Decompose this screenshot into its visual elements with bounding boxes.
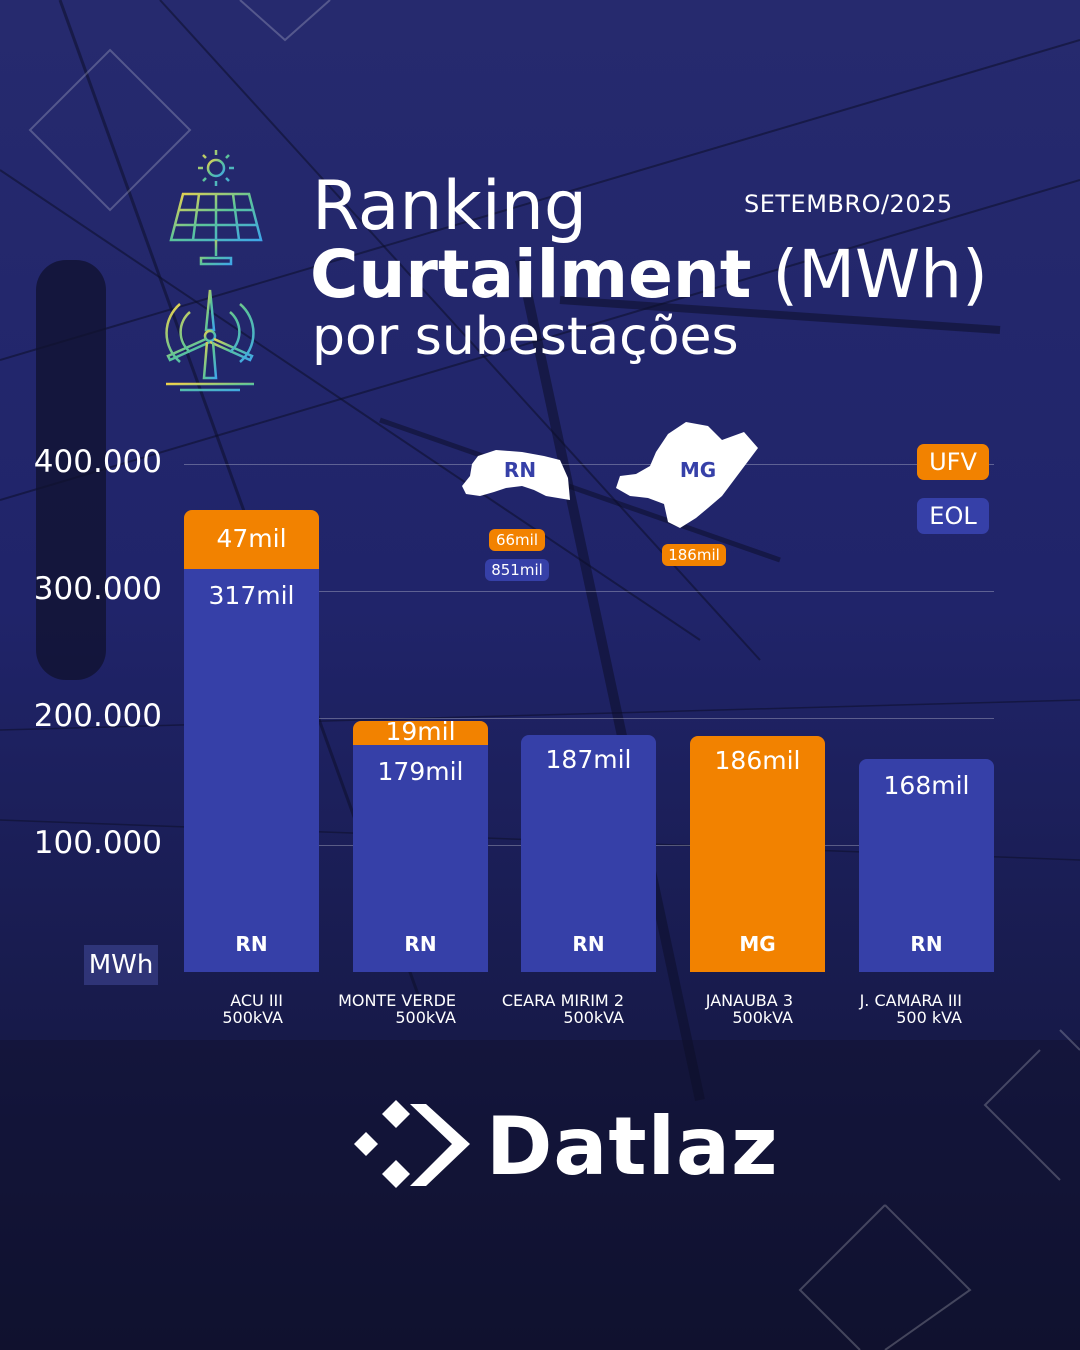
bar-segment-ufv: [353, 720, 488, 745]
x-category-label: ACU III 500kVA: [222, 992, 283, 1026]
x-category-label: JANAUBA 3 500kVA: [706, 992, 793, 1026]
bar-segment-eol: [353, 744, 488, 972]
rn-map-icon: [462, 450, 570, 500]
bar: 187mil RN: [521, 734, 656, 972]
legend-ufv-label: UFV: [929, 448, 977, 476]
x-category-capacity: 500kVA: [563, 1008, 624, 1027]
bar: 186mil MG: [690, 735, 825, 972]
bar-state-label: RN: [404, 931, 437, 956]
bar-segment-eol: [859, 758, 994, 972]
x-category-name: JANAUBA 3: [705, 991, 793, 1010]
bar: 168mil RN: [859, 758, 994, 972]
legend-eol: EOL: [917, 498, 989, 534]
bar-segment-eol: [184, 569, 319, 972]
gridline: [184, 464, 994, 465]
bar-value-label-ufv: 19mil: [385, 716, 456, 746]
title-ranking: Ranking: [312, 167, 588, 246]
gridline: [184, 718, 994, 719]
gridline: [184, 591, 994, 592]
bar-value-label-ufv: 47mil: [216, 523, 287, 553]
title-curtailment: Curtailment: [310, 236, 752, 313]
y-tick-label: 200.000: [33, 698, 162, 734]
bar-value-label-eol: 179mil: [377, 756, 464, 786]
mg-map-label: MG: [679, 458, 717, 482]
x-category-name: CEARA MIRIM 2: [501, 991, 624, 1010]
bar: 317mil 47mil RN: [184, 509, 319, 972]
rn-eol-total: 851mil: [485, 559, 549, 581]
brand-name: Datlaz: [486, 1100, 779, 1193]
legend-ufv: UFV: [917, 444, 989, 480]
bar-state-label: MG: [739, 931, 776, 956]
rn-ufv-total: 66mil: [489, 529, 545, 551]
bar-value-label-eol: 187mil: [545, 744, 632, 774]
x-category-capacity: 500kVA: [395, 1008, 456, 1027]
x-category-label: MONTE VERDE 500kVA: [338, 992, 456, 1026]
bar-state-label: RN: [910, 931, 943, 956]
title-main: Curtailment (MWh): [310, 238, 988, 312]
bar-state-label: RN: [235, 931, 268, 956]
x-category-label: CEARA MIRIM 2 500kVA: [502, 992, 624, 1026]
y-tick-label: 100.000: [33, 825, 162, 861]
x-category-name: ACU III: [230, 991, 283, 1010]
x-category-capacity: 500 kVA: [896, 1008, 962, 1027]
bar-segment-ufv: [690, 735, 825, 972]
bar: 179mil 19mil RN: [353, 717, 488, 972]
bar-segment-eol: [521, 734, 656, 972]
mg-map-icon: [616, 422, 758, 528]
bar-state-label: RN: [572, 931, 605, 956]
title-subtitle: por subestações: [312, 307, 739, 367]
rn-map-label: RN: [503, 458, 537, 482]
x-category-name: J. CAMARA III: [859, 991, 962, 1010]
x-category-name: MONTE VERDE: [338, 991, 456, 1010]
bar-segment-ufv: [184, 509, 319, 570]
wind-turbine-icon: [165, 289, 255, 392]
x-category-capacity: 500kVA: [222, 1008, 283, 1027]
y-tick-label: 400.000: [33, 444, 162, 480]
y-axis-unit: MWh: [84, 945, 158, 985]
title-unit: (MWh): [772, 236, 988, 313]
x-category-label: J. CAMARA III 500 kVA: [860, 992, 962, 1026]
y-tick-label: 300.000: [33, 571, 162, 607]
bar-value-label-eol: 168mil: [883, 770, 970, 800]
x-category-capacity: 500kVA: [732, 1008, 793, 1027]
bar-value-label-ufv: 186mil: [714, 745, 801, 775]
period-label: SETEMBRO/2025: [744, 190, 953, 218]
solar-panel-icon: [169, 150, 263, 266]
bar-value-label-eol: 317mil: [208, 581, 295, 611]
legend-eol-label: EOL: [929, 502, 977, 530]
mg-ufv-total: 186mil: [662, 544, 726, 566]
datlaz-logo-icon: [354, 1100, 470, 1188]
